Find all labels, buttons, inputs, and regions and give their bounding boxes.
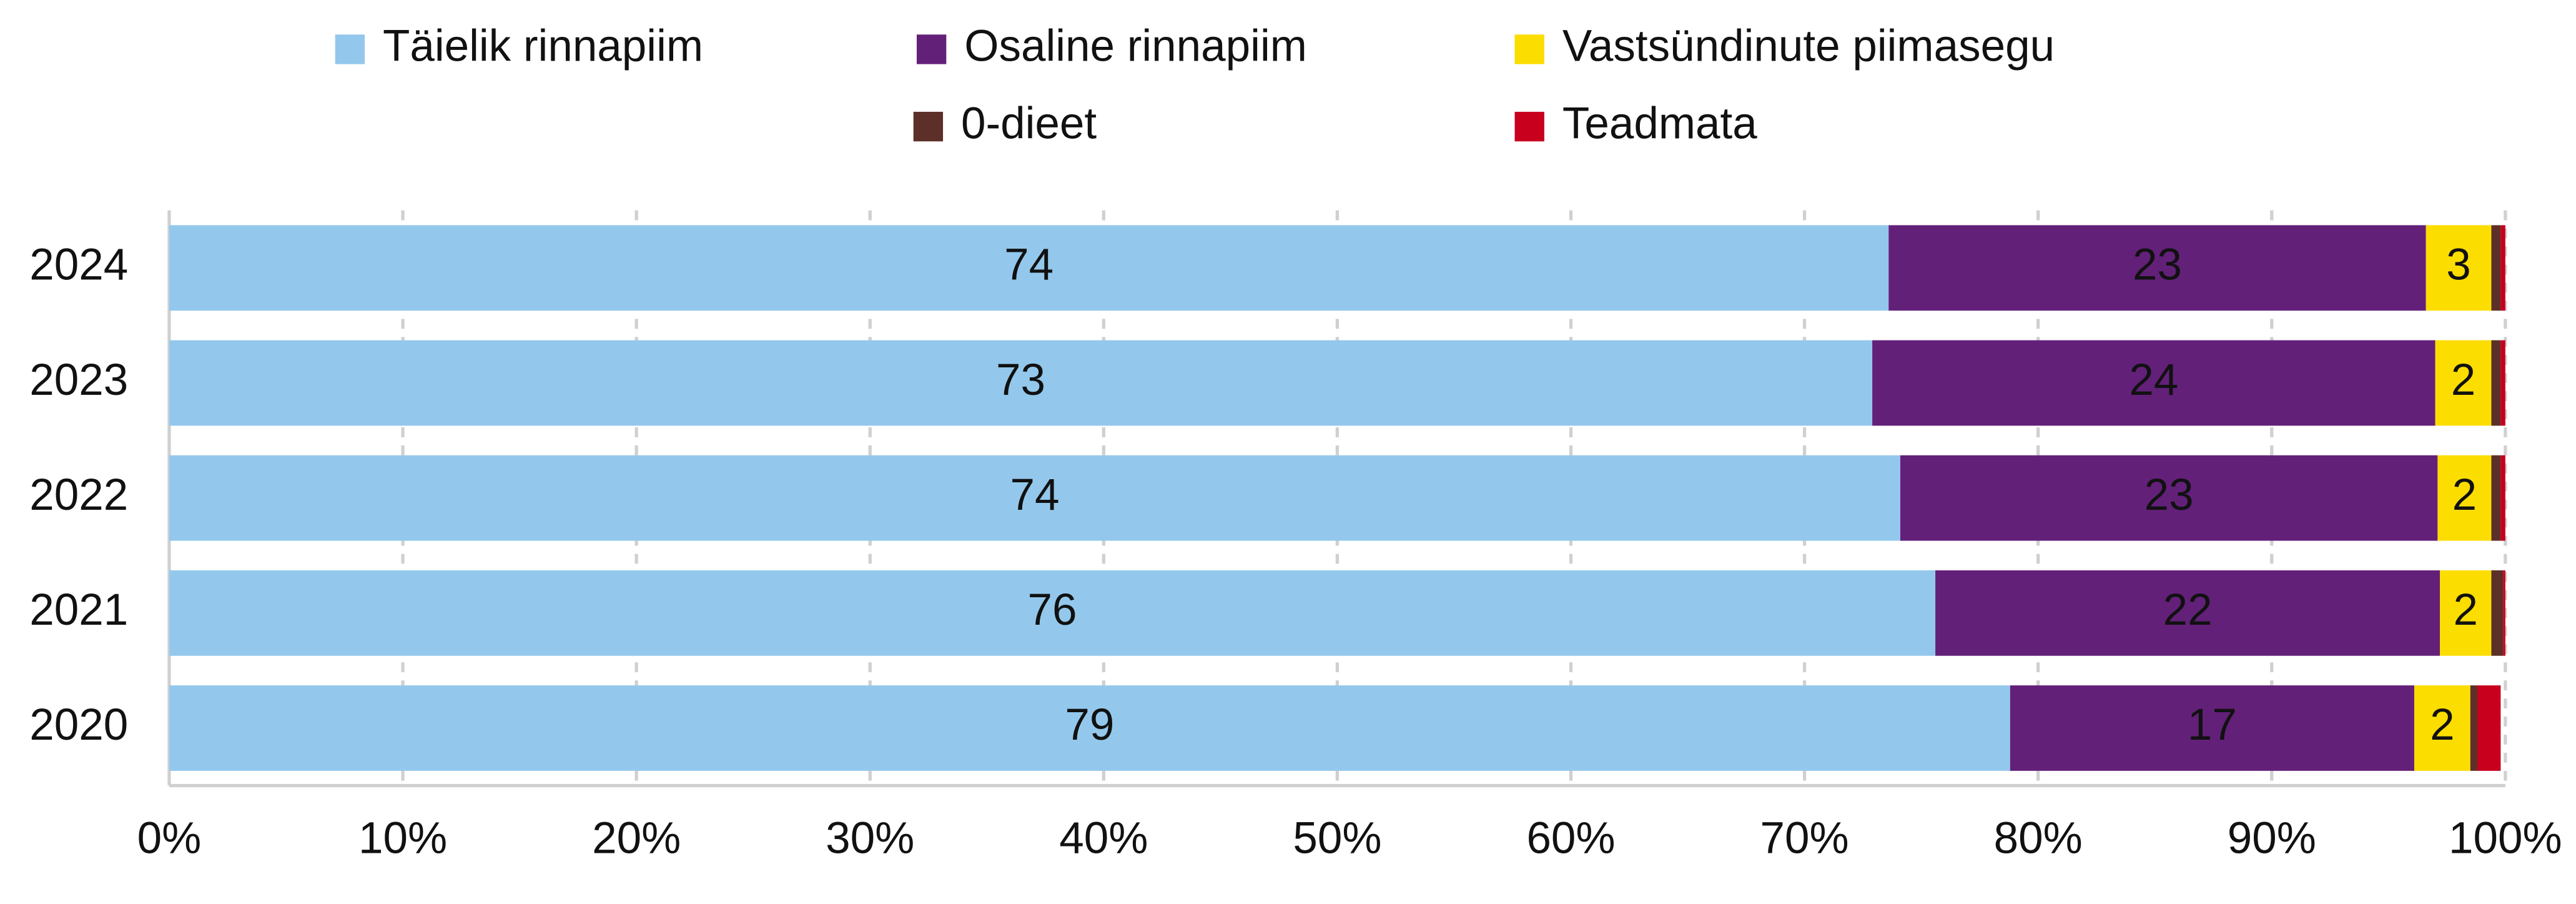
y-tick-label: 2020 — [29, 700, 128, 750]
data-label: 2 — [2454, 585, 2479, 635]
legend-swatch — [913, 111, 944, 142]
x-tick-label: 80% — [1994, 814, 2083, 863]
x-tick-label: 70% — [1760, 814, 1849, 863]
y-tick-label: 2021 — [29, 585, 128, 635]
data-label: 2 — [2452, 470, 2477, 520]
x-tick-label: 20% — [592, 814, 681, 863]
bar-segment — [1872, 340, 2435, 426]
bar-segment — [169, 340, 1873, 426]
legend-label: Täielik rinnapiim — [383, 22, 703, 71]
bar-segment — [2477, 685, 2501, 771]
data-label: 2 — [2451, 355, 2476, 405]
legend-swatch — [916, 34, 947, 64]
x-tick-label: 10% — [358, 814, 447, 863]
data-label: 79 — [1065, 700, 1114, 750]
bar-segment — [1900, 455, 2438, 541]
y-tick-label: 2024 — [29, 241, 128, 290]
bar-segment — [1888, 225, 2426, 311]
y-tick-label: 2022 — [29, 470, 128, 520]
bar-segment — [169, 570, 1936, 656]
bar-segment — [2425, 225, 2492, 311]
legend-swatch — [1514, 34, 1544, 64]
bar-segment — [2500, 455, 2505, 541]
data-label: 2 — [2430, 700, 2455, 750]
bar-segment — [2440, 570, 2492, 656]
legend-label: 0-dieet — [961, 99, 1097, 148]
x-tick-label: 90% — [2228, 814, 2316, 863]
bar-segment — [2435, 340, 2492, 426]
x-tick-label: 30% — [826, 814, 914, 863]
bar-segment — [2491, 570, 2504, 656]
bar-segment — [1935, 570, 2440, 656]
data-label: 24 — [2129, 355, 2178, 405]
bar-segment — [2470, 685, 2477, 771]
legend-label: Teadmata — [1562, 99, 1757, 148]
bar-segment — [2437, 455, 2492, 541]
x-tick-label: 0% — [137, 814, 202, 863]
bar-segment — [2500, 340, 2505, 426]
bar-segment — [169, 685, 2010, 771]
bar-segment — [2500, 225, 2505, 311]
bar-segment — [169, 225, 1889, 311]
bar-segment — [2491, 225, 2501, 311]
data-label: 22 — [2163, 585, 2213, 635]
data-label: 74 — [1004, 241, 1054, 290]
bar-segment — [169, 455, 1900, 541]
data-label: 3 — [2446, 241, 2471, 290]
y-tick-label: 2023 — [29, 355, 128, 405]
bar-segment — [2414, 685, 2470, 771]
x-tick-label: 40% — [1059, 814, 1148, 863]
bar-segment — [2491, 455, 2501, 541]
bar-segment — [2491, 340, 2501, 426]
legend-swatch — [335, 34, 365, 64]
x-tick-label: 100% — [2449, 814, 2562, 863]
x-tick-label: 50% — [1293, 814, 1381, 863]
data-label: 74 — [1010, 470, 1059, 520]
data-label: 23 — [2144, 470, 2194, 520]
data-label: 23 — [2133, 241, 2182, 290]
data-label: 76 — [1028, 585, 1077, 635]
data-label: 73 — [996, 355, 1045, 405]
data-label: 17 — [2188, 700, 2237, 750]
bar-segment — [2503, 570, 2505, 656]
legend-label: Vastsündinute piimasegu — [1562, 22, 2055, 71]
legend-label: Osaline rinnapiim — [964, 22, 1307, 71]
bar-segment — [2010, 685, 2414, 771]
x-tick-label: 60% — [1526, 814, 1615, 863]
legend-swatch — [1514, 111, 1544, 142]
